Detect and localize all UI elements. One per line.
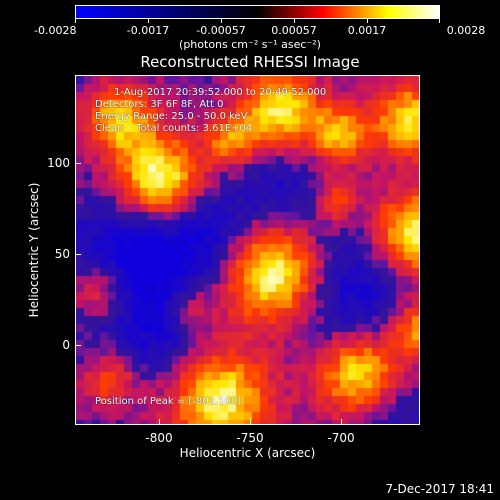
x-tick-label: -750: [236, 431, 264, 445]
y-tick-label: 50: [54, 247, 70, 261]
colorbar-label: 0.0017: [347, 24, 387, 37]
x-tick-label: -800: [145, 431, 173, 445]
x-tick: [341, 419, 342, 425]
colorbar-label: -0.0017: [126, 24, 170, 37]
colorbar-label: 0.00057: [271, 24, 317, 37]
y-tick: [75, 254, 81, 255]
rhessi-image: [76, 76, 419, 424]
y-tick: [75, 163, 81, 164]
x-tick-label: -700: [327, 431, 355, 445]
energy-range-text: Energy Range: 25.0 - 50.0 keV: [95, 111, 248, 122]
footer-date: 7-Dec-2017 18:41: [385, 482, 494, 496]
clean-counts-text: Clean Total counts: 3.61E+04: [95, 123, 253, 134]
detectors-text: Detectors: 3F 6F 8F, Att 0: [95, 99, 224, 110]
colorbar-tick: [439, 19, 440, 23]
image-title: Reconstructed RHESSI Image: [140, 53, 360, 71]
time-range-text: 1-Aug-2017 20:39:52.000 to 20:49:52.000: [114, 87, 327, 98]
x-tick: [250, 419, 251, 425]
x-tick: [159, 419, 160, 425]
y-tick-label: 0: [62, 338, 70, 352]
colorbar-tick: [148, 19, 149, 23]
peak-position-text: Position of Peak = [-802,100]: [95, 396, 242, 407]
y-tick: [75, 345, 81, 346]
solar-image-panel: 1-Aug-2017 20:39:52.000 to 20:49:52.000 …: [75, 75, 420, 425]
colorbar-tick: [75, 19, 76, 23]
colorbar-tick: [294, 19, 295, 23]
x-axis-title: Heliocentric X (arcsec): [179, 446, 316, 460]
y-tick-label: 100: [47, 156, 70, 170]
colorbar-tick: [367, 19, 368, 23]
colorbar-units: (photons cm⁻² s⁻¹ asec⁻²): [179, 38, 321, 51]
colorbar-label: -0.0028: [34, 24, 77, 37]
colorbar-label: -0.00057: [196, 24, 246, 37]
y-axis-title: Heliocentric Y (arcsec): [27, 182, 41, 318]
colorbar-label: 0.0028: [446, 24, 486, 37]
colorbar-tick: [221, 19, 222, 23]
colorbar: [75, 5, 440, 19]
